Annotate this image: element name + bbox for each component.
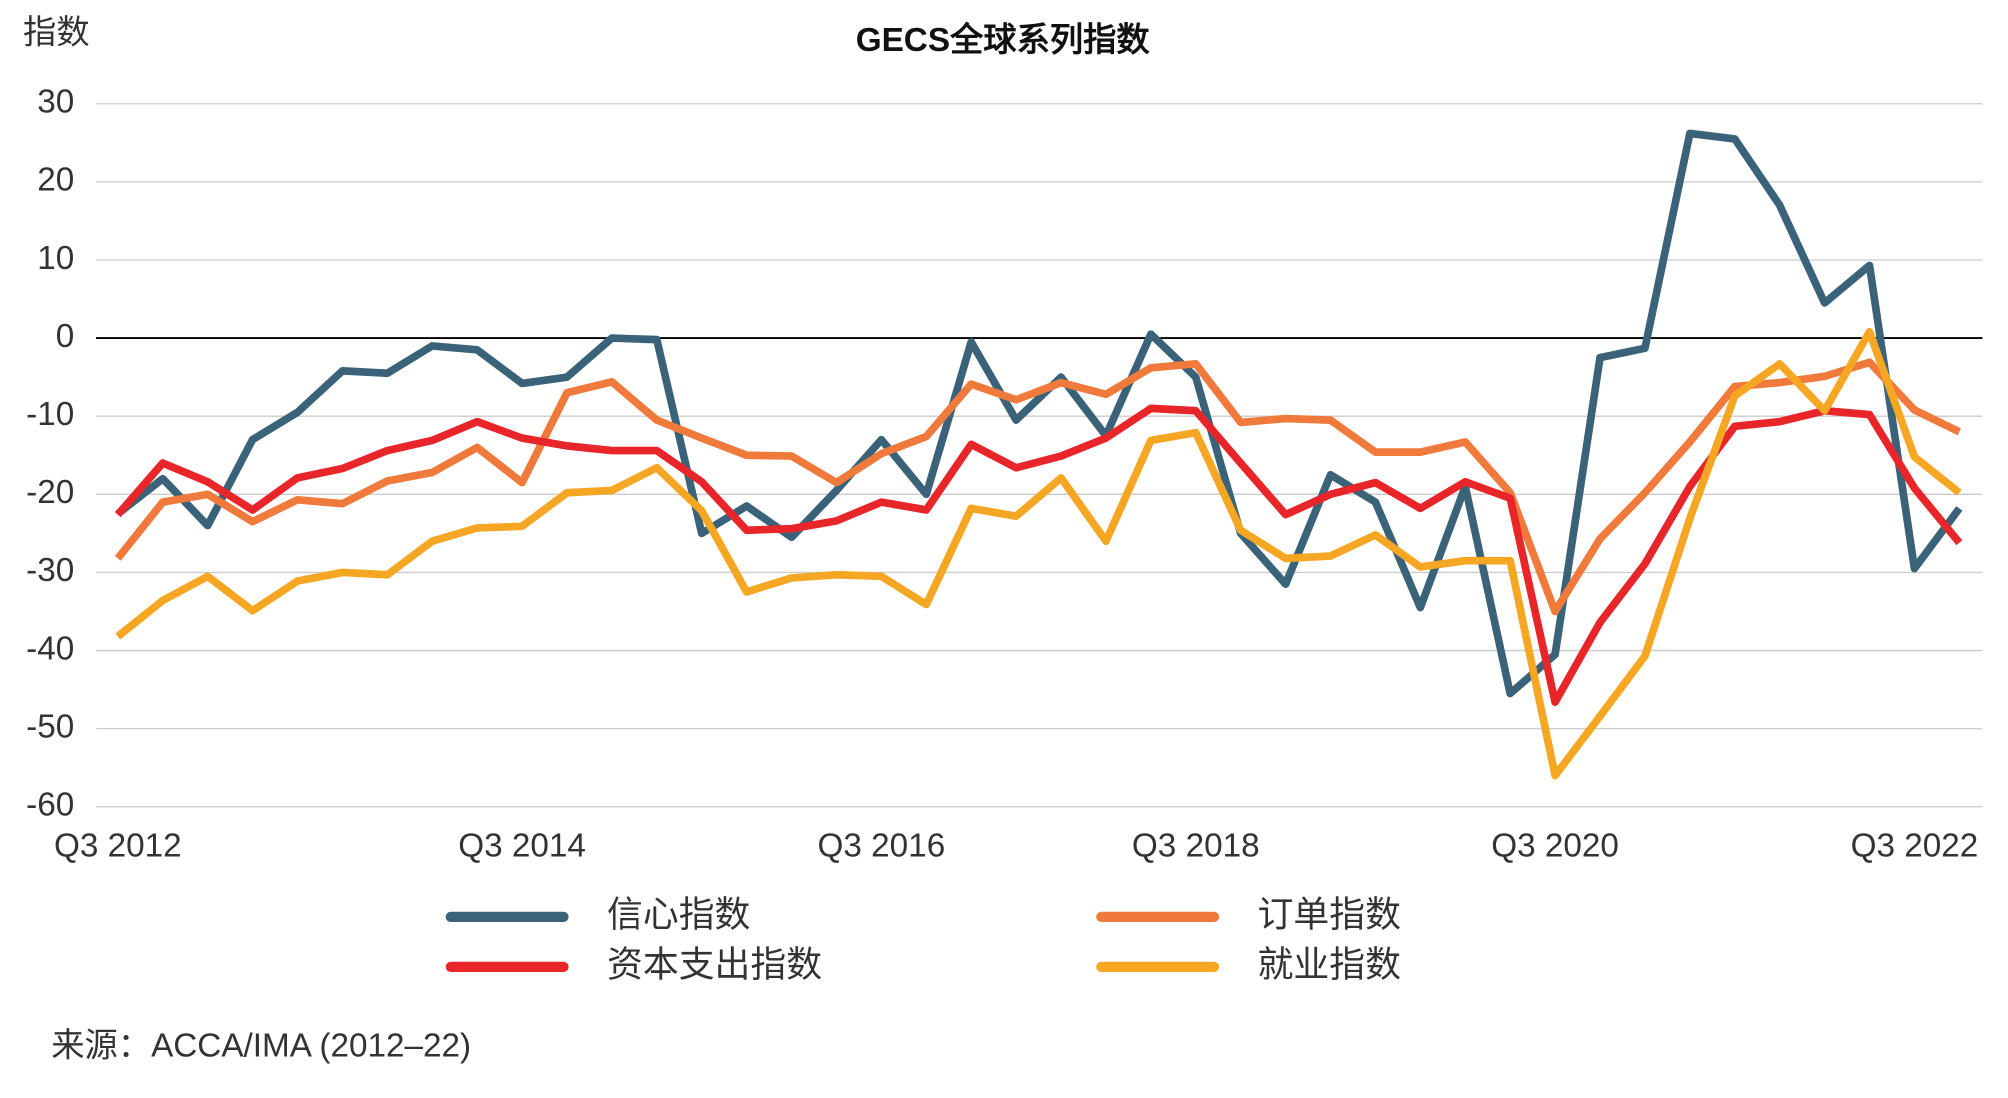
- y-tick-label: -30: [26, 552, 74, 589]
- x-tick-label: Q3 2012: [54, 828, 182, 865]
- x-tick-label: Q3 2022: [1851, 828, 1979, 865]
- series-line: [114, 358, 1962, 616]
- legend-label: 信心指数: [607, 894, 750, 934]
- chart-title: GECS全球系列指数: [856, 21, 1151, 59]
- y-tick-label: -20: [26, 474, 74, 511]
- x-tick-label: Q3 2014: [458, 828, 586, 865]
- legend-label: 资本支出指数: [607, 944, 822, 984]
- y-tick-label: -60: [26, 787, 74, 824]
- series-line: [115, 327, 1962, 780]
- y-tick-label: 0: [56, 318, 75, 355]
- y-tick-label: 30: [37, 84, 74, 121]
- legend-label: 就业指数: [1258, 944, 1401, 984]
- series-line: [115, 129, 1963, 698]
- series-line: [114, 404, 1963, 706]
- x-tick-label: Q3 2018: [1132, 828, 1260, 865]
- y-tick-label: -10: [26, 396, 74, 433]
- y-tick-label: -40: [26, 630, 74, 667]
- x-tick-label: Q3 2020: [1491, 828, 1619, 865]
- y-tick-label: 20: [37, 162, 74, 199]
- y-axis-label: 指数: [23, 14, 90, 51]
- source: 来源：ACCA/IMA (2012–22): [51, 1027, 471, 1064]
- x-tick-label: Q3 2016: [818, 828, 946, 865]
- y-tick-label: -50: [26, 708, 74, 745]
- legend-label: 订单指数: [1258, 894, 1401, 934]
- y-tick-label: 10: [37, 240, 74, 277]
